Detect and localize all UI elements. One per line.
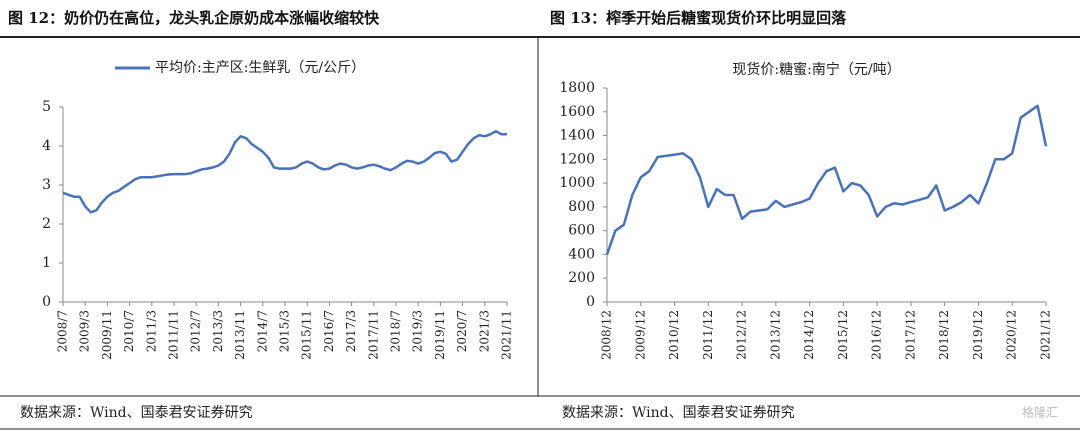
x-tick-label: 2016/7 — [322, 310, 336, 352]
x-tick-label: 2011/3 — [144, 310, 158, 352]
source-note: 数据来源：Wind、国泰君安证券研究 — [20, 405, 253, 421]
x-tick-label: 2015/11 — [300, 310, 314, 360]
data-line — [605, 104, 1048, 255]
x-tick-label: 2015/12 — [836, 310, 850, 360]
x-tick-label: 2017/11 — [366, 310, 380, 360]
x-tick-label: 2020/7 — [455, 310, 469, 352]
y-tick-label: 5 — [42, 99, 51, 115]
x-tick-label: 2014/12 — [802, 310, 816, 360]
y-tick-label: 1400 — [559, 128, 595, 144]
x-tick-label: 2019/12 — [971, 310, 985, 360]
source-note: 数据来源：Wind、国泰君安证券研究 — [562, 405, 795, 421]
x-tick-label: 2014/7 — [255, 310, 269, 352]
y-tick-label: 0 — [42, 294, 51, 310]
y-tick-label: 1000 — [559, 175, 595, 191]
x-tick-label: 2019/11 — [433, 310, 447, 360]
y-tick-label: 1600 — [559, 104, 595, 120]
x-tick-label: 2017/3 — [344, 310, 358, 352]
y-tick-label: 3 — [42, 177, 51, 193]
x-tick-label: 2013/11 — [233, 310, 247, 360]
x-tick-label: 2008/7 — [56, 310, 70, 352]
x-tick-label: 2010/7 — [122, 310, 136, 352]
y-tick-label: 0 — [586, 294, 595, 310]
y-tick-label: 2 — [42, 216, 51, 232]
legend-label: 平均价:主产区:生鲜乳（元/公斤） — [155, 60, 365, 76]
x-tick-label: 2018/12 — [937, 310, 951, 360]
y-tick-label: 1800 — [559, 80, 595, 96]
y-tick-label: 800 — [568, 199, 595, 215]
data-line — [62, 129, 507, 214]
x-tick-label: 2011/11 — [167, 310, 181, 360]
x-tick-label: 2017/12 — [903, 310, 917, 360]
y-tick-label: 200 — [568, 270, 595, 286]
x-tick-label: 2009/12 — [633, 310, 647, 360]
x-tick-label: 2011/12 — [701, 310, 715, 360]
x-tick-label: 2013/3 — [211, 310, 225, 352]
y-tick-label: 400 — [568, 246, 595, 262]
x-tick-label: 2009/11 — [100, 310, 114, 360]
figure-title: 图 13：榨季开始后糖蜜现货价环比明显回落 — [550, 9, 847, 27]
x-tick-label: 2021/11 — [500, 310, 514, 360]
x-tick-label: 2013/12 — [768, 310, 782, 360]
x-tick-label: 2020/12 — [1005, 310, 1019, 360]
y-tick-label: 600 — [568, 223, 595, 239]
watermark: 格隆汇 — [1022, 405, 1058, 420]
legend-label: 现货价:糖蜜:南宁（元/吨） — [732, 61, 900, 78]
x-tick-label: 2021/3 — [477, 310, 491, 352]
x-tick-label: 2016/12 — [870, 310, 884, 360]
y-tick-label: 4 — [42, 138, 51, 154]
x-tick-label: 2008/12 — [600, 310, 614, 360]
figure-title: 图 12：奶价仍在高位，龙头乳企原奶成本涨幅收缩较快 — [8, 9, 380, 27]
x-tick-label: 2012/7 — [189, 310, 203, 352]
y-tick-label: 1 — [42, 255, 51, 271]
x-tick-label: 2021/12 — [1039, 310, 1053, 360]
x-tick-label: 2010/12 — [667, 310, 681, 360]
x-tick-label: 2018/7 — [389, 310, 403, 352]
x-tick-label: 2009/3 — [78, 310, 92, 352]
x-tick-label: 2015/3 — [278, 310, 292, 352]
x-tick-label: 2012/12 — [735, 310, 749, 360]
y-tick-label: 1200 — [559, 151, 595, 167]
x-tick-label: 2019/3 — [411, 310, 425, 352]
